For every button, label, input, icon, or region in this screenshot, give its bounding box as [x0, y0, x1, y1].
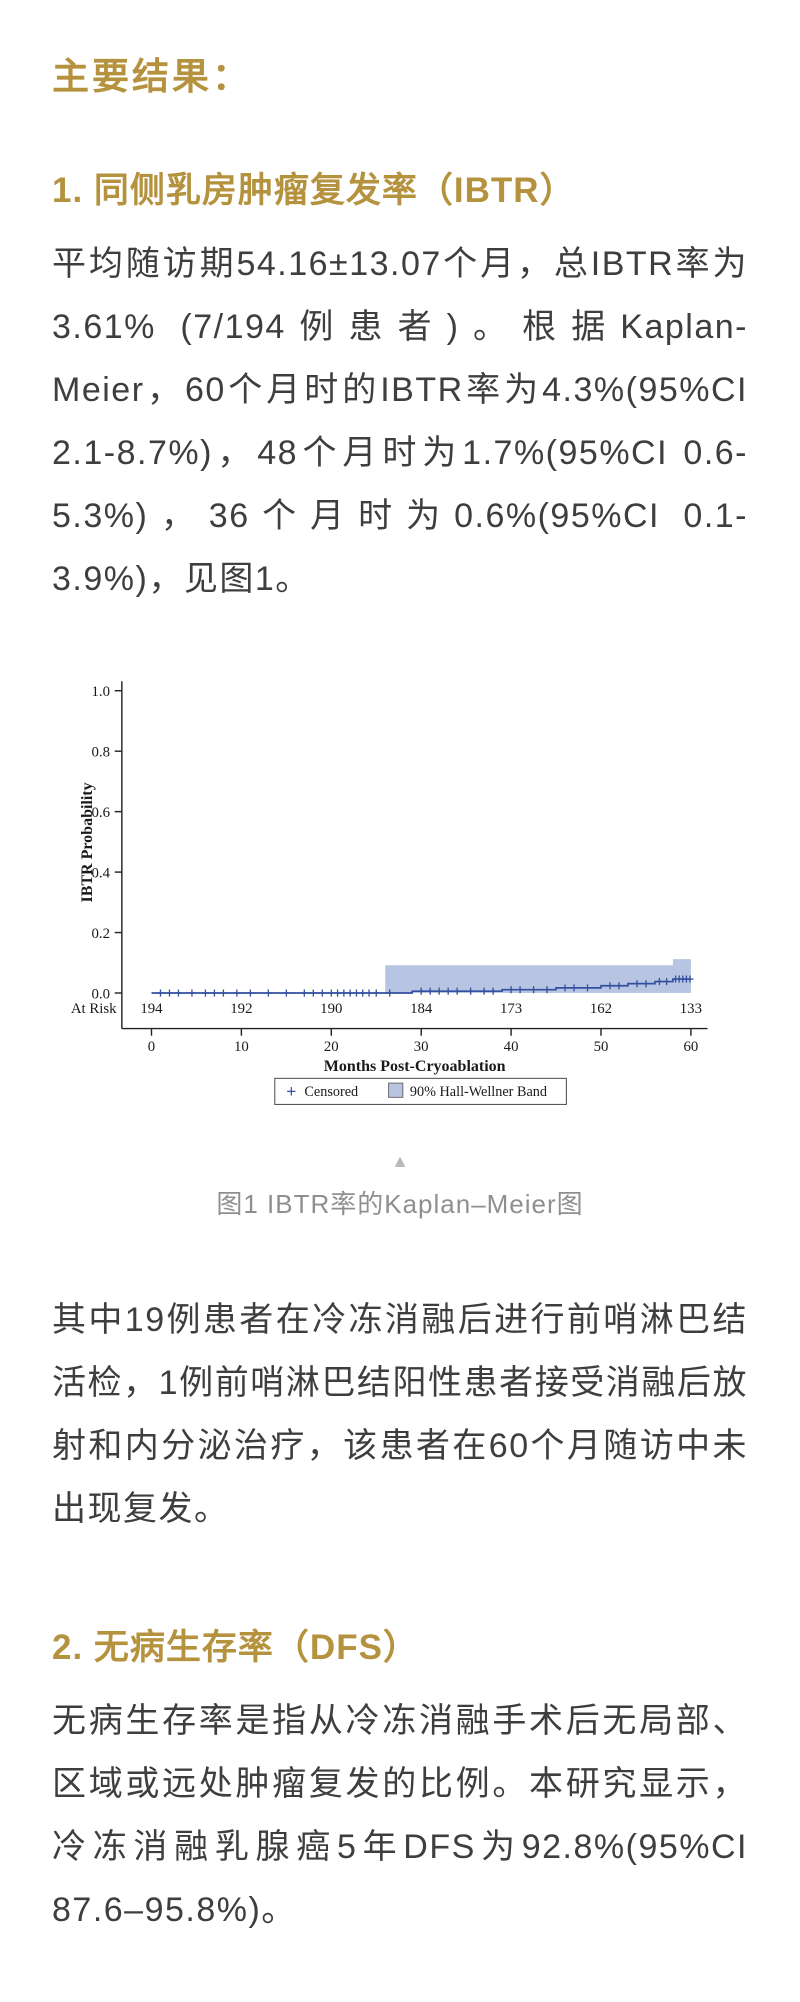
collapse-arrow-icon: ▲	[391, 1151, 409, 1171]
at-risk-value: 173	[500, 1001, 522, 1017]
section1-paragraph1: 平均随访期54.16±13.07个月，总IBTR率为3.61% (7/194例患…	[52, 245, 748, 598]
legend-box	[274, 1077, 567, 1105]
at-risk-value: 184	[410, 1001, 433, 1017]
km-chart-svg: 0.0 0.2 0.4 0.6 0.8 1.0 0 10 20 30 40 50 60 IBTR Prob…	[71, 681, 708, 1105]
y-tick-label: 0.0	[92, 986, 111, 1002]
at-risk-value: 162	[590, 1001, 612, 1017]
section2-heading: 2. 无病生存率（DFS）	[52, 1628, 419, 1667]
collapse-row: ▲	[52, 1152, 748, 1172]
y-tick-label: 0.8	[92, 745, 111, 761]
legend-band-label: 90% Hall-Wellner Band	[410, 1084, 547, 1100]
x-tick-label: 10	[234, 1039, 249, 1055]
x-tick-label: 20	[324, 1039, 339, 1055]
at-risk-value: 190	[320, 1001, 342, 1017]
section1-heading: 1. 同侧乳房肿瘤复发率（IBTR）	[52, 171, 576, 210]
x-axis-label: Months Post-Cryoablation	[324, 1058, 506, 1075]
y-tick-label: 0.2	[92, 926, 111, 942]
y-tick-label: 0.6	[92, 805, 111, 821]
y-axis-label: IBTR Probability	[79, 782, 96, 902]
figure-caption: 图1 IBTR率的Kaplan–Meier图	[216, 1189, 584, 1219]
x-tick-label: 40	[504, 1039, 519, 1055]
y-tick-label: 0.4	[92, 865, 111, 881]
section1-paragraph2: 其中19例患者在冷冻消融后进行前哨淋巴结活检，1例前哨淋巴结阳性患者接受消融后放…	[52, 1301, 748, 1528]
band-swatch-icon	[388, 1082, 404, 1098]
x-tick-label: 0	[148, 1039, 155, 1055]
at-risk-label: At Risk	[71, 1001, 117, 1017]
hall-wellner-band	[385, 959, 691, 994]
y-tick-label: 1.0	[92, 684, 111, 700]
km-figure: 0.0 0.2 0.4 0.6 0.8 1.0 0 10 20 30 40 50 60 IBTR Prob…	[66, 667, 742, 1108]
censored-plus-icon: +	[286, 1081, 296, 1101]
legend-censored-label: Censored	[304, 1084, 358, 1100]
x-tick-label: 30	[414, 1039, 429, 1055]
at-risk-value: 192	[230, 1001, 252, 1017]
x-tick-label: 50	[594, 1039, 609, 1055]
page-title: 主要结果：	[52, 56, 252, 97]
at-risk-value: 133	[680, 1001, 702, 1017]
at-risk-value: 194	[140, 1001, 163, 1017]
x-tick-label: 60	[683, 1039, 698, 1055]
censored-marks	[156, 975, 694, 997]
section2-paragraph1: 无病生存率是指从冷冻消融手术后无局部、区域或远处肿瘤复发的比例。本研究显示，冷冻…	[52, 1702, 748, 1929]
